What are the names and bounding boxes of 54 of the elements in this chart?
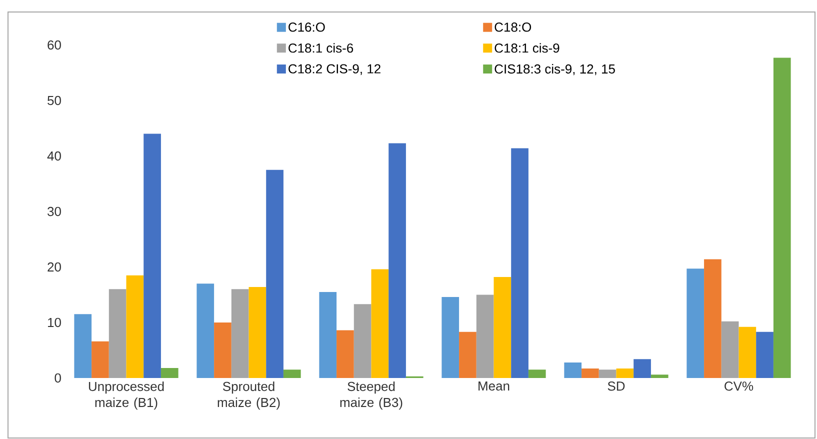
- legend-label: C18:O: [494, 22, 532, 32]
- bar: [371, 269, 389, 378]
- bar: [92, 341, 109, 378]
- bar: [319, 292, 337, 378]
- bar: [354, 304, 372, 378]
- bar: [564, 362, 582, 378]
- bar: [634, 359, 651, 378]
- bar: [459, 332, 476, 378]
- y-tick-label: 60: [48, 40, 61, 50]
- bar: [266, 170, 284, 378]
- legend-label: C18:1 cis-9: [494, 43, 560, 53]
- bar: [248, 286, 266, 378]
- y-tick-label: 20: [48, 262, 61, 272]
- legend-label: C16:O: [288, 22, 325, 32]
- legend-label: C18:2 CIS-9, 12: [288, 64, 380, 75]
- x-tick-label: SD: [608, 382, 625, 391]
- bar: [738, 326, 756, 378]
- legend-label: CIS18:3 cis-9, 12, 15: [494, 64, 615, 76]
- bar: [476, 294, 494, 378]
- bar: [108, 289, 126, 378]
- bar: [283, 370, 301, 378]
- bar: [686, 268, 704, 378]
- bar: [756, 332, 774, 378]
- bar: [160, 368, 178, 378]
- bar: [704, 259, 722, 378]
- bar: [388, 143, 406, 378]
- bar: [126, 275, 144, 378]
- bar: [598, 370, 616, 378]
- x-tick-label: Mean: [478, 382, 510, 391]
- y-tick-label: 40: [47, 151, 61, 161]
- bar: [144, 134, 161, 378]
- x-tick-label: Unprocessed maize (B1): [88, 382, 164, 410]
- x-tick-label: Sprouted maize (B2): [218, 382, 280, 410]
- bar: [528, 370, 546, 378]
- bar: [494, 276, 512, 378]
- bar: [231, 289, 249, 378]
- bar: [336, 330, 354, 378]
- bar: [721, 321, 739, 378]
- bar: [511, 148, 528, 378]
- bar: [214, 322, 232, 378]
- bar: [442, 296, 460, 378]
- bar: [582, 368, 599, 378]
- x-tick-label: CV%: [724, 382, 754, 391]
- y-tick-label: 0: [54, 373, 61, 383]
- y-tick-label: 10: [48, 318, 61, 328]
- y-tick-label: 30: [48, 206, 61, 216]
- bar: [773, 58, 791, 378]
- legend-label: C18:1 cis-6: [288, 43, 354, 53]
- bar: [196, 284, 214, 378]
- y-tick-label: 50: [48, 96, 61, 106]
- bar: [74, 314, 92, 378]
- x-tick-label: Steeped maize (B3): [340, 382, 402, 410]
- bar: [616, 368, 634, 378]
- bar: [650, 374, 668, 378]
